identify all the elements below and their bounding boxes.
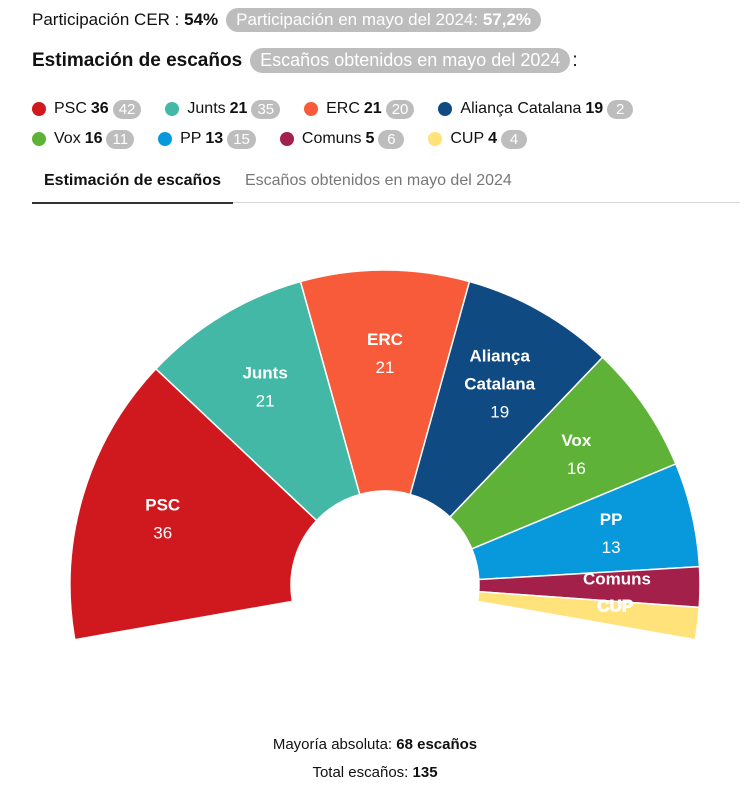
legend-color-dot xyxy=(32,102,46,116)
legend-party-name: Aliança Catalana xyxy=(460,100,582,117)
participation-prev-label: Participación en mayo del 2024: xyxy=(236,10,479,29)
legend-prev-seats-badge: 35 xyxy=(251,99,281,119)
legend-prev-seats-badge: 6 xyxy=(378,129,405,149)
wedge-label-alianca-catalana: Aliança Catalana 19 xyxy=(464,346,535,421)
wedge-party-name: Junts xyxy=(242,363,287,382)
legend-seats-value: 21 xyxy=(229,100,248,117)
estimation-prev-pill: Escaños obtenidos en mayo del 2024 xyxy=(250,48,571,73)
legend-color-dot xyxy=(158,132,173,146)
legend-row: PSC 36 42 Junts 21 35 ERC 21 20 Aliança Catalana 1… xyxy=(32,94,732,124)
majority-label: Mayoría absoluta: xyxy=(272,736,393,753)
seat-wedge-psc[interactable] xyxy=(69,367,318,641)
legend-prev-seats-badge: 15 xyxy=(227,129,256,149)
estimation-line: Estimación de escaños Escaños obtenidos … xyxy=(32,48,578,73)
participation-value: 54% xyxy=(184,10,219,29)
wedge-seats-value: 21 xyxy=(376,358,395,377)
participation-prev-pill: Participación en mayo del 2024: 57,2% xyxy=(226,8,542,32)
legend-prev-seats-badge: 42 xyxy=(112,99,142,119)
seats-chart: PSC 36 Junts 21 ERC 21 Aliança Catalana 19 Vox 16 P… xyxy=(69,269,701,644)
legend-party-name: PSC xyxy=(54,100,87,117)
legend-party-name: CUP xyxy=(450,130,485,147)
view-tabs: Estimación de escaños Escaños obtenidos … xyxy=(32,168,740,204)
legend-prev-seats-badge: 20 xyxy=(385,99,415,119)
legend-item-alianca-catalana: Aliança Catalana 19 2 xyxy=(438,99,634,119)
legend-item-junts: Junts 21 35 xyxy=(165,99,281,119)
legend-color-dot xyxy=(428,132,443,146)
wedge-label-psc: PSC 36 xyxy=(145,495,180,542)
wedge-label-erc: ERC 21 xyxy=(367,330,403,377)
wedge-label-junts: Junts 21 xyxy=(242,363,287,410)
wedge-party-name: Aliança xyxy=(469,346,530,365)
estimation-colon: : xyxy=(572,49,578,71)
wedge-label-vox: Vox 16 xyxy=(561,431,591,478)
wedge-party-name: ERC xyxy=(367,330,403,349)
wedge-party-name: PSC xyxy=(145,495,180,514)
seat-wedge-cup[interactable] xyxy=(476,590,701,641)
legend-party-name: Junts xyxy=(187,100,226,117)
estimation-label: Estimación de escaños xyxy=(32,49,243,71)
legend-item-comuns: Comuns 5 6 xyxy=(279,129,405,149)
wedge-seats-value: 4 xyxy=(611,624,620,643)
wedge-party-name: Vox xyxy=(561,431,591,450)
majority-line: Mayoría absoluta: 68 escaños xyxy=(0,736,750,753)
seat-wedge-junts[interactable] xyxy=(154,280,361,522)
legend-seats-value: 13 xyxy=(205,130,224,147)
wedge-party-name: PP xyxy=(600,510,623,529)
participation-line: Participación CER : 54% Participación en… xyxy=(32,8,542,32)
legend-party-name: ERC xyxy=(326,100,360,117)
seat-wedge-alianca-catalana[interactable] xyxy=(409,280,604,519)
legend-seats-value: 16 xyxy=(84,130,103,147)
legend-prev-seats-badge: 2 xyxy=(607,99,634,119)
legend-party-name: Comuns xyxy=(301,130,362,147)
legend: PSC 36 42 Junts 21 35 ERC 21 20 Aliança Catalana 1… xyxy=(32,94,732,154)
legend-color-dot xyxy=(165,102,180,116)
wedge-party-name: Comuns xyxy=(583,569,651,588)
wedge-label-pp: PP 13 xyxy=(600,510,623,557)
total-value: 135 xyxy=(412,764,438,781)
legend-row: Vox 16 11 PP 13 15 Comuns 5 6 CUP 4 4 xyxy=(32,124,732,154)
seat-wedge-erc[interactable] xyxy=(299,269,471,496)
legend-item-pp: PP 13 15 xyxy=(158,129,256,149)
legend-color-dot xyxy=(304,102,319,116)
wedge-party-name: Catalana xyxy=(464,374,535,393)
tab-estimation[interactable]: Estimación de escaños xyxy=(32,168,233,204)
wedge-seats-value: 19 xyxy=(490,402,509,421)
legend-color-dot xyxy=(32,132,46,146)
legend-color-dot xyxy=(279,132,294,146)
legend-prev-seats-badge: 4 xyxy=(501,129,528,149)
legend-item-cup: CUP 4 4 xyxy=(428,129,528,149)
legend-seats-value: 4 xyxy=(488,130,498,147)
legend-seats-value: 19 xyxy=(585,100,604,117)
legend-seats-value: 36 xyxy=(90,100,109,117)
wedge-party-name: CUP xyxy=(597,596,633,615)
wedge-seats-value: 36 xyxy=(153,523,172,542)
legend-seats-value: 21 xyxy=(363,100,382,117)
participation-label: Participación CER : xyxy=(32,10,180,29)
legend-item-vox: Vox 16 11 xyxy=(32,129,135,149)
total-line: Total escaños: 135 xyxy=(0,764,750,781)
tab-previous-results[interactable]: Escaños obtenidos en mayo del 2024 xyxy=(244,172,512,189)
legend-color-dot xyxy=(438,102,453,116)
wedge-seats-value: 16 xyxy=(567,459,586,478)
legend-item-erc: ERC 21 20 xyxy=(304,99,415,119)
legend-item-psc: PSC 36 42 xyxy=(32,99,142,119)
total-label: Total escaños: xyxy=(312,764,409,781)
wedge-seats-value: 21 xyxy=(256,391,275,410)
wedge-seats-value: 13 xyxy=(602,538,621,557)
participation-prev-value: 57,2% xyxy=(482,10,532,29)
legend-party-name: Vox xyxy=(54,130,81,147)
majority-value: 68 escaños xyxy=(396,736,478,753)
legend-seats-value: 5 xyxy=(365,130,375,147)
legend-prev-seats-badge: 11 xyxy=(106,129,135,149)
legend-party-name: PP xyxy=(180,130,202,147)
wedge-label-cup: CUP 4 xyxy=(597,596,634,644)
